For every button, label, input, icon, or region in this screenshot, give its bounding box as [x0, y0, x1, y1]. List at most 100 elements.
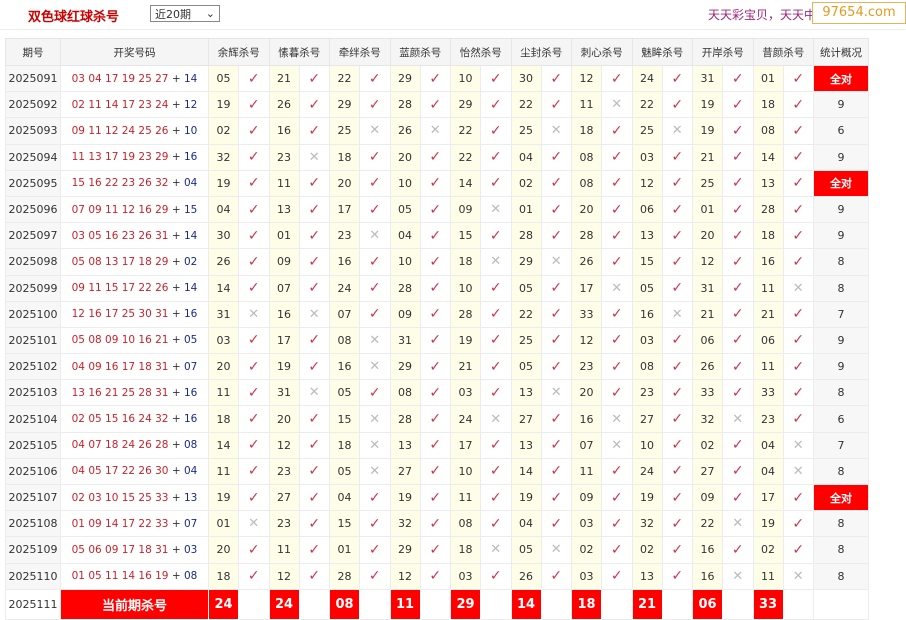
kill-result-cell: ✓: [540, 457, 572, 486]
cross-icon: ✕: [369, 123, 381, 139]
kill-result-cell: ✓: [298, 431, 330, 459]
kill-result-cell: ✓: [722, 222, 754, 250]
check-icon: ✓: [671, 358, 684, 375]
kill-number-cell: 12: [692, 248, 723, 276]
check-icon: ✓: [792, 201, 805, 218]
kill-result-cell: ✓: [359, 169, 391, 197]
kill-number-cell: 15: [450, 222, 481, 250]
current-kill-number: 08: [329, 588, 360, 620]
kill-result-cell: ✓: [722, 248, 754, 276]
kill-number-cell: 28: [329, 562, 360, 590]
kill-number-cell: 11: [268, 169, 300, 197]
kill-result-cell: ✓: [298, 91, 330, 119]
red-balls: 02 05 15 16 24 32: [71, 413, 169, 426]
empty-cell: [813, 588, 869, 620]
check-icon: ✓: [489, 306, 502, 323]
check-icon: ✓: [671, 568, 684, 585]
kill-result-cell: ✕: [540, 536, 572, 564]
kill-result-cell: ✓: [782, 195, 814, 224]
period-cell: 2025110: [5, 562, 61, 590]
empty-cell: [359, 588, 391, 620]
stat-cell: 9: [813, 326, 869, 355]
check-icon: ✓: [308, 541, 321, 558]
check-icon: ✓: [550, 332, 563, 349]
kill-result-cell: ✓: [480, 431, 512, 459]
kill-result-cell: ✕: [601, 431, 633, 459]
check-icon: ✓: [671, 70, 684, 87]
check-icon: ✓: [429, 96, 442, 113]
kill-number-cell: 11: [208, 457, 239, 486]
check-icon: ✓: [610, 122, 623, 139]
kill-result-cell: ✕: [480, 536, 512, 564]
kill-number-cell: 21: [692, 300, 723, 328]
cross-icon: ✕: [671, 306, 683, 322]
check-icon: ✓: [792, 411, 805, 428]
slogan-link[interactable]: 天天彩宝贝，天天中大: [708, 8, 829, 22]
cross-icon: ✕: [308, 306, 320, 322]
chevron-down-icon: ⌄: [205, 7, 215, 20]
check-icon: ✓: [731, 384, 744, 401]
kill-number-cell: 11: [752, 274, 784, 302]
stat-cell: 9: [813, 143, 869, 171]
check-icon: ✓: [792, 253, 805, 270]
stat-cell: 6: [813, 405, 869, 433]
kill-number-cell: 05: [208, 64, 239, 93]
stat-cell: 8: [813, 562, 869, 590]
kill-number-cell: 10: [450, 64, 481, 93]
check-icon: ✓: [247, 489, 260, 506]
kill-number-cell: 15: [631, 248, 663, 276]
kill-number-cell: 13: [631, 222, 663, 250]
kill-number-cell: 04: [208, 195, 239, 224]
check-icon: ✓: [731, 201, 744, 218]
kill-number-cell: 29: [450, 91, 481, 119]
kill-number-cell: 14: [208, 274, 239, 302]
empty-cell: [601, 588, 633, 620]
kill-number-cell: 17: [450, 431, 481, 459]
kill-result-cell: ✓: [661, 510, 693, 538]
kill-number-cell: 32: [692, 405, 723, 433]
check-icon: ✓: [368, 489, 381, 506]
kill-number-cell: 22: [450, 117, 481, 145]
draw-numbers-cell: 02 05 15 16 24 32 + 16: [60, 405, 209, 433]
kill-result-cell: ✕: [359, 353, 391, 381]
kill-result-cell: ✓: [298, 64, 330, 93]
check-icon: ✓: [247, 541, 260, 558]
period-range-select[interactable]: 近20期 ⌄: [150, 5, 220, 22]
current-kill-number: 33: [752, 588, 784, 620]
kill-result-cell: ✓: [661, 91, 693, 119]
kill-result-cell: ✓: [419, 379, 451, 407]
period-cell: 2025108: [5, 510, 61, 538]
kill-result-cell: ✕: [661, 300, 693, 328]
kill-result-cell: ✓: [238, 248, 270, 276]
kill-result-cell: ✕: [540, 248, 572, 276]
kill-result-cell: ✓: [661, 64, 693, 93]
kill-result-cell: ✓: [480, 562, 512, 590]
check-icon: ✓: [247, 463, 260, 480]
kill-number-table: 期号 开奖号码 余辉杀号 愫暮杀号 牵绊杀号 蓝颜杀号 怡然杀号 尘封杀号 刺心杀号 魅眸杀号 开岸…: [5, 38, 869, 620]
period-cell: 2025101: [5, 326, 61, 355]
kill-result-cell: ✓: [480, 64, 512, 93]
column-header: 尘封杀号: [510, 38, 572, 66]
kill-number-cell: 17: [268, 326, 300, 355]
check-icon: ✓: [368, 515, 381, 532]
period-cell: 2025097: [5, 222, 61, 250]
kill-number-cell: 09: [450, 195, 481, 224]
column-header: 昔颜杀号: [752, 38, 814, 66]
stat-cell: 8: [813, 274, 869, 302]
top-bar: 双色球红球杀号 近20期 ⌄ 天天彩宝贝，天天中大 97654.com: [0, 0, 906, 30]
column-header: 统计概况: [813, 38, 869, 66]
table-row: 2025099 09 11 15 17 22 26 + 14 14 ✓ 07 ✓ 24 ✓ 28…: [5, 274, 869, 302]
kill-result-cell: ✓: [480, 326, 512, 355]
kill-result-cell: ✓: [298, 274, 330, 302]
period-cell: 2025109: [5, 536, 61, 564]
stat-cell: 8: [813, 379, 869, 407]
draw-numbers-cell: 04 07 18 24 26 28 + 08: [60, 431, 209, 459]
blue-ball: 04: [183, 177, 198, 190]
red-balls: 05 08 13 17 18 29: [71, 255, 169, 268]
kill-result-cell: ✓: [661, 353, 693, 381]
kill-result-cell: ✓: [359, 143, 391, 171]
kill-result-cell: ✓: [661, 431, 693, 459]
plus-sign: +: [171, 308, 181, 321]
check-icon: ✓: [247, 227, 260, 244]
kill-number-cell: 25: [692, 169, 723, 197]
